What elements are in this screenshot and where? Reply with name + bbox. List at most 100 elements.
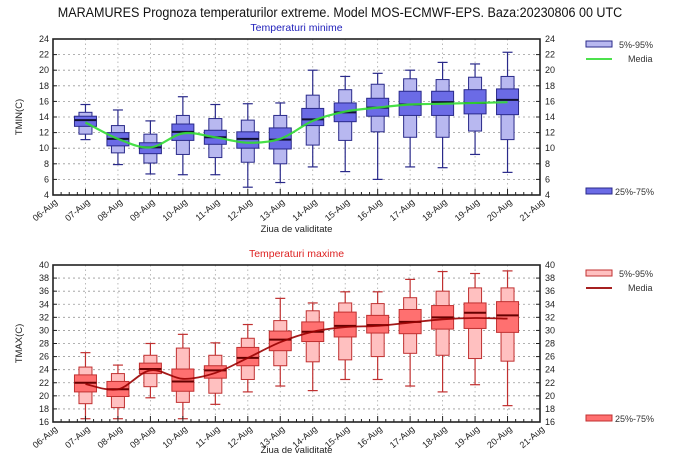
- x-tick-label: 09-Aug: [128, 197, 157, 223]
- y-tick-label-right: 30: [545, 325, 555, 335]
- legend-swatch-5-95: [585, 269, 613, 277]
- y-tick-label-right: 24: [545, 34, 555, 44]
- y-tick-label-left: 16: [39, 417, 49, 427]
- y-axis-label: TMIN(C): [14, 99, 25, 135]
- x-tick-label: 07-Aug: [63, 197, 92, 223]
- legend-label-5-95: 5%-95%: [619, 40, 653, 50]
- y-tick-label-left: 34: [39, 299, 49, 309]
- plot-frame: [52, 264, 541, 423]
- y-tick-label-right: 18: [545, 404, 555, 414]
- box-15-Aug: [333, 291, 357, 381]
- x-tick-label: 16-Aug: [355, 424, 384, 450]
- x-tick-label: 12-Aug: [225, 424, 254, 450]
- box-25-75: [496, 301, 520, 333]
- box-07-Aug: [73, 103, 97, 141]
- x-tick-label: 14-Aug: [290, 197, 319, 223]
- y-tick-label-left: 8: [44, 159, 49, 169]
- box-20-Aug: [496, 51, 520, 173]
- mean-line: [85, 317, 508, 391]
- x-tick-label: 18-Aug: [420, 197, 449, 223]
- x-tick-label: 12-Aug: [225, 197, 254, 223]
- box-25-75: [203, 365, 227, 379]
- x-tick-label: 06-Aug: [31, 424, 60, 450]
- x-tick-label: 08-Aug: [96, 197, 125, 223]
- plot-frame: [52, 38, 541, 196]
- box-25-75: [333, 311, 357, 338]
- box-19-Aug: [463, 63, 487, 156]
- legend-label-25-75: 25%-75%: [615, 414, 654, 424]
- y-tick-label-right: 28: [545, 339, 555, 349]
- box-20-Aug: [496, 270, 520, 407]
- x-tick-label: 19-Aug: [453, 197, 482, 223]
- y-tick-label-left: 40: [39, 260, 49, 270]
- y-tick-label-right: 26: [545, 352, 555, 362]
- y-tick-label-right: 40: [545, 260, 555, 270]
- tmax-chart: Temperaturi maxime 16 16 18 18 20 20 22 22 24 24 26…: [14, 248, 654, 456]
- y-tick-label-left: 14: [39, 112, 49, 122]
- y-tick-label-right: 16: [545, 417, 555, 427]
- legend-label-mean: Media: [628, 283, 653, 293]
- y-tick-label-right: 16: [545, 96, 555, 106]
- y-tick-label-right: 36: [545, 286, 555, 296]
- x-tick-label: 10-Aug: [160, 197, 189, 223]
- y-tick-label-right: 34: [545, 299, 555, 309]
- legend-label-mean: Media: [628, 54, 653, 64]
- x-tick-label: 06-Aug: [31, 197, 60, 223]
- x-tick-label: 11-Aug: [193, 424, 221, 450]
- y-tick-label-right: 10: [545, 143, 555, 153]
- box-25-75: [268, 330, 292, 352]
- legend-label-25-75: 25%-75%: [615, 187, 654, 197]
- x-tick-label: 19-Aug: [453, 424, 482, 450]
- y-tick-label-left: 38: [39, 273, 49, 283]
- box-08-Aug: [106, 364, 130, 420]
- box-07-Aug: [73, 352, 97, 420]
- legend: 5%-95% Media 25%-75%: [585, 269, 654, 424]
- y-tick-label-right: 6: [545, 174, 550, 184]
- chart-title: Temperaturi maxime: [249, 248, 344, 260]
- legend-swatch-25-75: [585, 414, 613, 422]
- y-tick-label-left: 32: [39, 312, 49, 322]
- x-tick-label: 16-Aug: [355, 197, 384, 223]
- y-tick-label-left: 6: [44, 174, 49, 184]
- y-tick-label-left: 24: [39, 365, 49, 375]
- x-tick-label: 15-Aug: [323, 197, 352, 223]
- box-12-Aug: [236, 103, 260, 188]
- y-tick-label-left: 18: [39, 81, 49, 91]
- y-tick-label-left: 30: [39, 325, 49, 335]
- x-tick-label: 10-Aug: [160, 424, 189, 450]
- chart-title: Temperaturi minime: [250, 22, 342, 34]
- x-axis-label: Ziua de validitate: [261, 445, 333, 456]
- y-tick-label-right: 38: [545, 273, 555, 283]
- box-25-75: [73, 115, 97, 127]
- y-tick-label-right: 24: [545, 365, 555, 375]
- tmin-chart: Temperaturi minime 4 4 6 6 8 8 10 10 12 12 14 14 16 16…: [14, 22, 654, 235]
- box-18-Aug: [431, 61, 455, 169]
- y-tick-label-left: 18: [39, 404, 49, 414]
- x-tick-label: 21-Aug: [518, 197, 547, 223]
- y-tick-label-right: 18: [545, 81, 555, 91]
- y-tick-label-right: 12: [545, 128, 555, 138]
- box-15-Aug: [333, 75, 357, 173]
- x-axis-label: Ziua de validitate: [261, 224, 333, 235]
- y-tick-label-right: 4: [545, 190, 550, 200]
- legend-label-5-95: 5%-95%: [619, 269, 653, 279]
- y-tick-label-left: 22: [39, 378, 49, 388]
- y-tick-label-right: 22: [545, 378, 555, 388]
- x-tick-label: 17-Aug: [388, 424, 417, 450]
- x-tick-label: 11-Aug: [193, 197, 221, 223]
- x-tick-label: 20-Aug: [485, 197, 514, 223]
- box-25-75: [236, 346, 260, 367]
- y-tick-label-left: 24: [39, 34, 49, 44]
- y-tick-label-left: 22: [39, 50, 49, 60]
- mean-line: [84, 101, 508, 149]
- y-tick-label-left: 20: [39, 391, 49, 401]
- box-25-75: [236, 131, 260, 149]
- y-tick-label-left: 16: [39, 96, 49, 106]
- box-16-Aug: [366, 291, 390, 381]
- y-tick-label-right: 32: [545, 312, 555, 322]
- x-tick-label: 09-Aug: [128, 424, 157, 450]
- y-tick-label-right: 20: [545, 65, 555, 75]
- box-25-75: [463, 302, 487, 329]
- legend-swatch-25-75: [585, 187, 613, 195]
